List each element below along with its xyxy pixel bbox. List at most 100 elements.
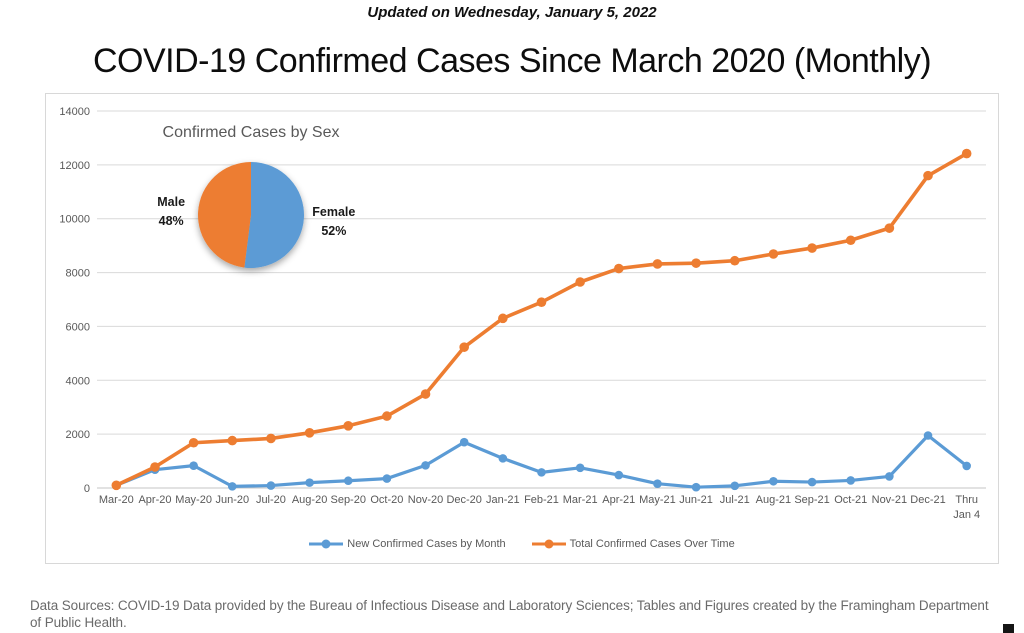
data-point-marker <box>769 476 778 486</box>
data-sources-line1: Data Sources: COVID-19 Data provided by … <box>30 598 989 613</box>
pie-label: 52% <box>321 224 346 238</box>
data-point-marker <box>459 437 469 447</box>
x-tick-label: Dec-20 <box>446 494 481 506</box>
x-tick-label: Thru <box>955 494 978 506</box>
x-tick-label: Oct-20 <box>370 494 403 506</box>
data-point-marker <box>575 463 585 473</box>
line-chart-svg: 0 2000 4000 6000 8000 10000 12000 14000 Mar-20 Ap… <box>59 106 986 521</box>
pie-chart-title: Confirmed Cases by Sex <box>162 124 340 141</box>
pie-label: Male <box>157 195 185 209</box>
data-point-marker <box>652 259 663 269</box>
chart-legend: New Confirmed Cases by Month Total Confir… <box>46 535 998 553</box>
x-tick-label: Sep-20 <box>330 494 365 506</box>
data-point-marker <box>498 313 508 324</box>
page-title: COVID-19 Confirmed Cases Since March 202… <box>92 42 932 80</box>
data-point-marker <box>614 263 624 274</box>
updated-timestamp: Updated on Wednesday, January 5, 2022 <box>367 4 657 21</box>
x-tick-label: Aug-20 <box>292 494 327 506</box>
data-point-marker <box>885 472 894 481</box>
y-tick-label: 14000 <box>59 106 90 118</box>
x-tick-label: Jul-20 <box>256 494 286 506</box>
data-point-marker <box>305 478 314 487</box>
y-tick-label: 12000 <box>59 160 90 172</box>
pie-chart <box>197 162 304 268</box>
x-tick-label: Sep-21 <box>794 494 829 506</box>
data-point-marker <box>962 461 971 471</box>
cropped-corner-mark <box>1003 624 1014 633</box>
data-point-marker <box>537 468 546 477</box>
data-point-marker <box>343 420 354 431</box>
data-point-marker <box>382 474 392 483</box>
data-point-marker <box>382 411 392 421</box>
pie-label: 48% <box>159 214 184 228</box>
data-point-marker <box>420 389 431 399</box>
x-tick-label: Aug-21 <box>756 494 791 506</box>
data-point-marker <box>614 470 624 480</box>
data-point-marker <box>845 235 856 246</box>
data-point-marker <box>304 427 315 438</box>
y-tick-label: 8000 <box>66 268 90 280</box>
x-tick-label: Jan 4 <box>953 509 980 521</box>
new-cases-line <box>114 433 969 489</box>
x-tick-label: Mar-20 <box>99 494 134 506</box>
x-tick-label: Mar-21 <box>563 494 598 506</box>
data-point-marker <box>653 479 662 488</box>
data-point-marker <box>807 243 817 253</box>
x-tick-label: Dec-21 <box>910 494 945 506</box>
data-point-marker <box>459 342 469 352</box>
legend-item-total-cases: Total Confirmed Cases Over Time <box>531 538 735 550</box>
data-point-marker <box>961 148 972 159</box>
data-sources-line2: of Public Health. <box>30 615 127 631</box>
y-tick-label: 6000 <box>66 321 90 333</box>
data-sources-note: Data Sources: COVID-19 Data provided by … <box>30 597 1015 632</box>
pie-slice-female <box>244 162 304 268</box>
data-point-marker <box>227 482 237 491</box>
x-tick-label: Jun-21 <box>679 494 713 506</box>
data-point-marker <box>266 481 276 490</box>
x-tick-label: Jan-21 <box>486 494 520 506</box>
data-point-marker <box>729 255 740 266</box>
data-point-marker <box>150 462 160 472</box>
data-point-marker <box>575 277 585 287</box>
legend-label: Total Confirmed Cases Over Time <box>569 538 735 550</box>
data-point-marker <box>691 482 701 492</box>
data-point-marker <box>923 170 933 181</box>
data-point-marker <box>846 476 856 485</box>
y-tick-label: 4000 <box>66 375 90 387</box>
x-tick-label: May-21 <box>639 494 676 506</box>
data-point-marker <box>188 437 199 448</box>
x-tick-label: May-20 <box>175 494 212 506</box>
data-point-marker <box>730 481 740 491</box>
x-tick-label: Apr-20 <box>138 494 171 506</box>
legend-marker-icon <box>531 539 566 549</box>
data-point-marker <box>111 480 122 491</box>
data-point-marker <box>884 223 895 233</box>
data-point-marker <box>343 476 353 486</box>
x-tick-label: Feb-21 <box>524 494 559 506</box>
y-tick-label: 10000 <box>59 214 90 226</box>
pie-slice-male <box>197 162 251 268</box>
pie-label: Female <box>312 205 355 219</box>
y-tick-label: 0 <box>84 483 90 495</box>
data-point-marker <box>227 435 238 446</box>
data-point-marker <box>807 477 817 487</box>
data-point-marker <box>421 461 430 470</box>
data-point-marker <box>923 431 933 440</box>
data-point-marker <box>189 461 198 470</box>
x-tick-label: Nov-21 <box>872 494 907 506</box>
data-point-marker <box>536 297 547 307</box>
x-tick-label: Apr-21 <box>602 494 635 506</box>
legend-label: New Confirmed Cases by Month <box>347 538 506 550</box>
chart-frame: 0 2000 4000 6000 8000 10000 12000 14000 Mar-20 Ap… <box>45 93 999 564</box>
data-point-marker <box>498 454 508 463</box>
data-point-marker <box>266 433 276 444</box>
data-point-marker <box>691 258 701 268</box>
x-tick-label: Oct-21 <box>834 494 867 506</box>
x-tick-label: Jun-20 <box>215 494 249 506</box>
legend-marker-icon <box>309 539 344 549</box>
x-tick-label: Jul-21 <box>720 494 750 506</box>
legend-item-new-cases: New Confirmed Cases by Month <box>309 538 506 550</box>
y-tick-label: 2000 <box>66 429 90 441</box>
data-point-marker <box>768 249 779 259</box>
x-tick-label: Nov-20 <box>408 494 443 506</box>
